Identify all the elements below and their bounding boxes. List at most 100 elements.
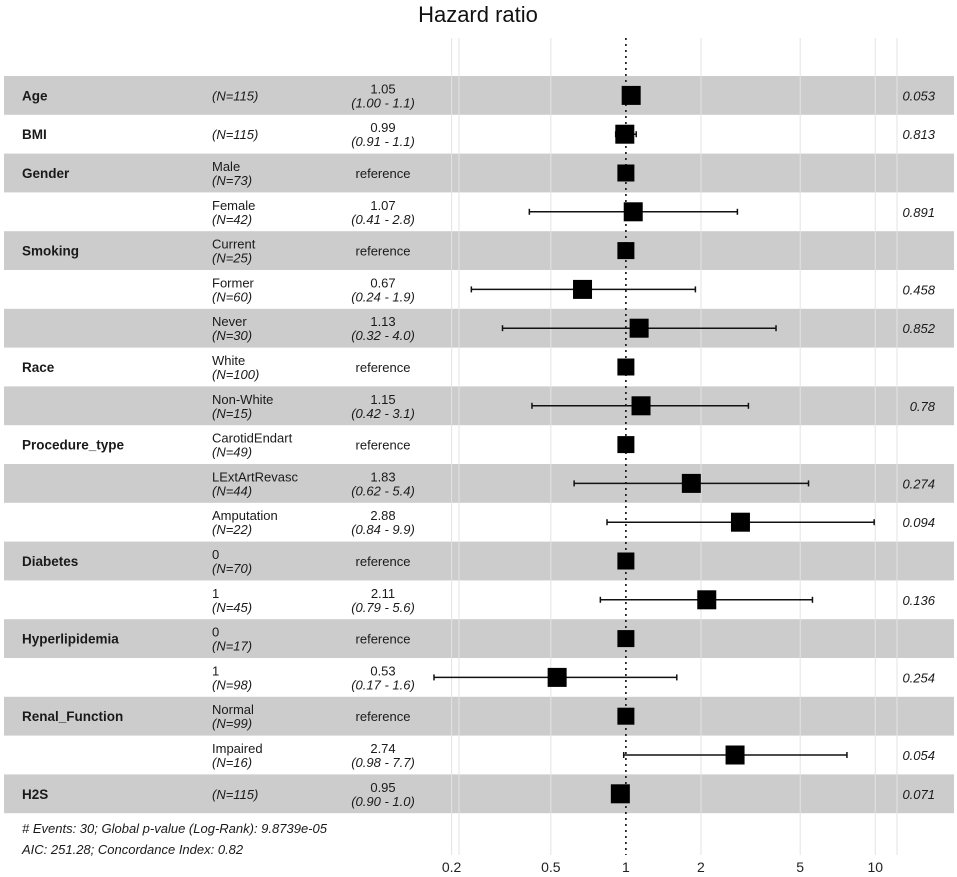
reference-label: reference bbox=[356, 166, 411, 181]
p-value: 0.094 bbox=[902, 515, 935, 530]
row-band bbox=[4, 308, 954, 348]
variable-label: Diabetes bbox=[22, 554, 78, 569]
p-value: 0.254 bbox=[902, 670, 935, 685]
level-label: Female bbox=[212, 198, 255, 213]
estimate-label: 1.05 bbox=[370, 81, 395, 96]
point-estimate bbox=[617, 707, 635, 725]
point-estimate bbox=[725, 745, 745, 765]
footnote: # Events: 30; Global p-value (Log-Rank):… bbox=[21, 821, 328, 857]
x-tick-label: 2 bbox=[697, 859, 705, 875]
point-estimate bbox=[631, 396, 651, 416]
reference-label: reference bbox=[356, 554, 411, 569]
estimate-label: 2.11 bbox=[371, 586, 395, 601]
row-band bbox=[4, 76, 954, 115]
variable-label: Smoking bbox=[22, 244, 79, 259]
row-band bbox=[4, 696, 954, 736]
p-value: 0.891 bbox=[902, 205, 935, 220]
row-band bbox=[4, 541, 954, 581]
level-label: Never bbox=[212, 314, 247, 329]
n-label: (N=42) bbox=[212, 212, 252, 227]
estimate-label: 2.88 bbox=[370, 508, 395, 523]
x-tick-label: 1 bbox=[622, 859, 630, 875]
row-labels: Age (N=115) 1.05(1.00 - 1.1) 0.053 BMI (N=115… bbox=[22, 81, 936, 808]
n-label: (N=16) bbox=[212, 755, 252, 770]
reference-label: reference bbox=[356, 709, 411, 724]
n-label: (N=98) bbox=[212, 677, 252, 692]
p-value: 0.054 bbox=[902, 748, 935, 763]
point-estimate bbox=[617, 164, 635, 182]
ci-label: (0.91 - 1.1) bbox=[351, 134, 415, 149]
ci-label: (0.17 - 1.6) bbox=[351, 677, 415, 692]
level-label: 0 bbox=[212, 547, 219, 562]
ci-label: (0.62 - 5.4) bbox=[351, 483, 415, 498]
ci-label: (0.32 - 4.0) bbox=[351, 328, 415, 343]
estimate-label: 1.15 bbox=[370, 392, 395, 407]
estimate-label: 0.53 bbox=[370, 663, 395, 678]
n-label: (N=99) bbox=[212, 716, 252, 731]
p-value: 0.813 bbox=[902, 127, 935, 142]
p-value: 0.053 bbox=[902, 88, 935, 103]
ci-label: (0.90 - 1.0) bbox=[351, 794, 415, 809]
ci-label: (0.98 - 7.7) bbox=[351, 755, 415, 770]
n-label: (N=115) bbox=[212, 127, 258, 142]
n-label: (N=70) bbox=[212, 561, 252, 576]
n-label: (N=30) bbox=[212, 328, 252, 343]
variable-label: Renal_Function bbox=[22, 709, 123, 724]
point-estimate bbox=[617, 552, 635, 570]
estimate-label: 1.83 bbox=[370, 469, 395, 484]
level-label: 0 bbox=[212, 625, 219, 640]
level-label: Impaired bbox=[212, 741, 263, 756]
point-estimate bbox=[610, 784, 630, 804]
point-estimate bbox=[697, 590, 717, 610]
reference-label: reference bbox=[356, 244, 411, 259]
variable-label: Gender bbox=[22, 166, 70, 181]
variable-label: Hyperlipidemia bbox=[22, 632, 119, 647]
point-estimate bbox=[621, 85, 641, 105]
point-estimate bbox=[617, 436, 635, 454]
p-value: 0.274 bbox=[902, 476, 935, 491]
variable-label: Procedure_type bbox=[22, 438, 125, 453]
variable-label: Age bbox=[22, 88, 48, 103]
point-estimate bbox=[547, 667, 567, 687]
point-estimate bbox=[730, 512, 750, 532]
level-label: CarotidEndart bbox=[212, 431, 293, 446]
row-band bbox=[4, 231, 954, 270]
footnote-line: AIC: 251.28; Concordance Index: 0.82 bbox=[21, 842, 244, 857]
point-estimate bbox=[615, 124, 635, 144]
p-value: 0.458 bbox=[902, 282, 935, 297]
level-label: LExtArtRevasc bbox=[212, 469, 298, 484]
level-label: Normal bbox=[212, 702, 254, 717]
ci-label: (1.00 - 1.1) bbox=[351, 95, 415, 110]
ci-label: (0.41 - 2.8) bbox=[351, 212, 415, 227]
estimate-label: 0.99 bbox=[370, 120, 395, 135]
n-label: (N=115) bbox=[212, 88, 258, 103]
n-label: (N=49) bbox=[212, 445, 252, 460]
x-tick-label: 0.2 bbox=[442, 859, 462, 875]
estimate-label: 1.07 bbox=[370, 198, 395, 213]
ci-label: (0.42 - 3.1) bbox=[351, 406, 415, 421]
n-label: (N=17) bbox=[212, 639, 252, 654]
row-band bbox=[4, 464, 954, 503]
row-band bbox=[4, 774, 954, 814]
hazard-marks bbox=[433, 85, 875, 804]
estimate-label: 0.95 bbox=[370, 780, 395, 795]
p-value: 0.071 bbox=[902, 787, 935, 802]
row-band bbox=[4, 153, 954, 193]
gridlines bbox=[451, 38, 898, 855]
n-label: (N=22) bbox=[212, 522, 252, 537]
point-estimate bbox=[617, 242, 635, 260]
row-band bbox=[4, 386, 954, 426]
ci-label: (0.79 - 5.6) bbox=[351, 600, 415, 615]
p-value: 0.78 bbox=[910, 399, 936, 414]
n-label: (N=60) bbox=[212, 289, 252, 304]
ci-label: (0.84 - 9.9) bbox=[351, 522, 415, 537]
row-bands bbox=[4, 76, 954, 814]
x-tick-label: 0.5 bbox=[541, 859, 561, 875]
point-estimate bbox=[573, 279, 593, 299]
reference-label: reference bbox=[356, 632, 411, 647]
point-estimate bbox=[623, 202, 643, 222]
ci-label: (0.24 - 1.9) bbox=[351, 289, 415, 304]
estimate-label: 2.74 bbox=[370, 741, 395, 756]
x-tick-label: 10 bbox=[867, 859, 883, 875]
variable-label: BMI bbox=[22, 127, 47, 142]
